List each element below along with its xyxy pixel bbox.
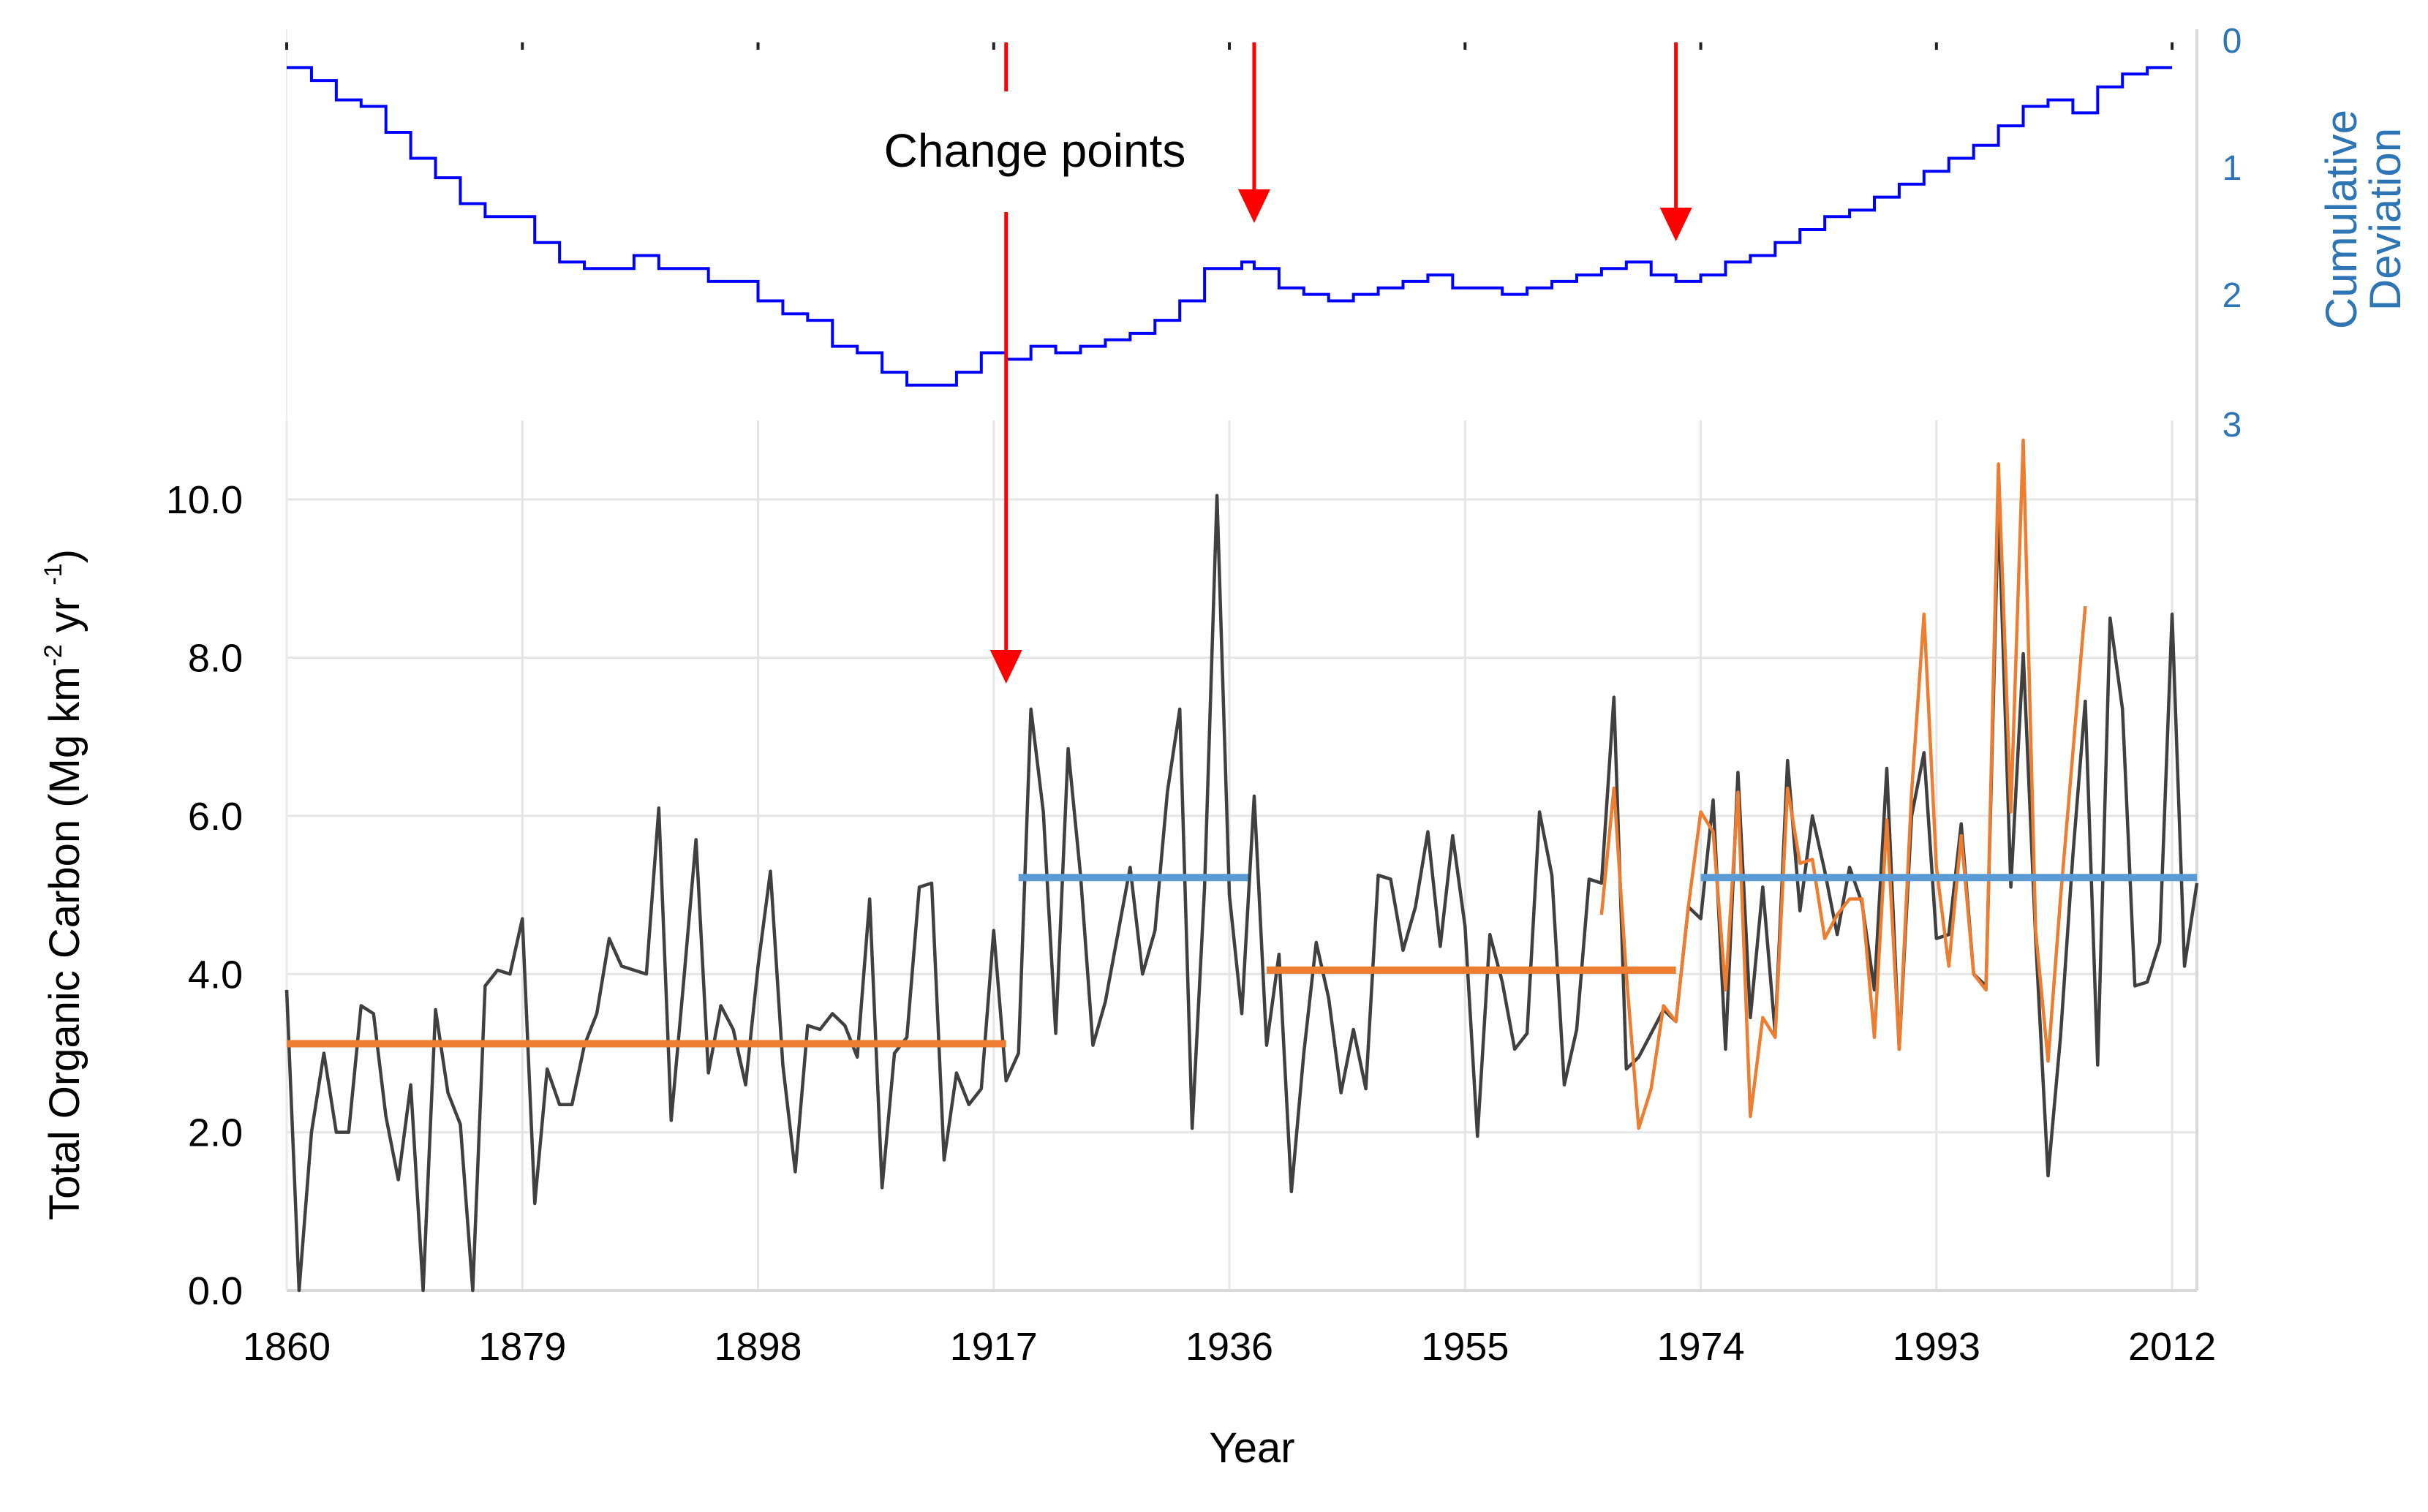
x-tick-label-1974: 1974	[1656, 1325, 1744, 1369]
change-point-2-arrowhead	[1237, 189, 1270, 223]
y-tick-label-5: 10.0	[166, 478, 243, 522]
y-tick-label-2: 4.0	[188, 953, 243, 997]
cumulative-deviation-curve	[287, 66, 2173, 387]
x-tick-label-1936: 1936	[1185, 1325, 1273, 1369]
x-tick-label-2012: 2012	[2128, 1325, 2216, 1369]
change-point-1-arrowhead	[989, 650, 1022, 684]
cumulative-axis-ticks: 0 1 2 3	[2222, 22, 2242, 445]
y-axis-title: Total Organic Carbon (Mg km-2 yr -1)	[39, 549, 88, 1220]
cumulative-tick-label-0: 0	[2222, 22, 2242, 61]
change-point-arrows	[989, 42, 1692, 684]
y-tick-label-3: 6.0	[188, 795, 243, 839]
second-toc-series	[1599, 438, 2087, 1130]
x-axis-title: Year	[1209, 1424, 1294, 1472]
second-toc-line	[1599, 438, 2087, 1130]
change-point-3-arrowhead	[1659, 208, 1692, 241]
x-tick-label-1917: 1917	[950, 1325, 1038, 1369]
y-title-suffix: )	[41, 549, 88, 563]
segment-mean-lines	[287, 874, 2197, 1048]
x-tick-label-1955: 1955	[1421, 1325, 1509, 1369]
toc-annual-line	[284, 494, 2199, 1293]
cumulative-tick-label-3: 3	[2222, 406, 2242, 445]
y-title-exp2: -1	[39, 563, 67, 585]
cumulative-axis-title-line2: Deviation	[2361, 128, 2410, 311]
x-tick-label-1860: 1860	[243, 1325, 331, 1369]
y-title-exp1: -2	[39, 644, 67, 666]
y-tick-label-1: 2.0	[188, 1111, 243, 1155]
x-axis-tick-labels: 1860 1879 1898 1917 1936 1955 1974 1993 2012	[243, 1325, 2216, 1369]
x-tick-label-1879: 1879	[478, 1325, 566, 1369]
y-tick-label-0: 0.0	[188, 1269, 243, 1313]
y-tick-label-4: 8.0	[188, 637, 243, 681]
change-points-annotation: Change points	[884, 124, 1186, 177]
cumulative-tick-label-1: 1	[2222, 149, 2242, 188]
x-tick-label-1993: 1993	[1893, 1325, 1980, 1369]
cumulative-axis-title-line1: Cumulative	[2317, 110, 2366, 329]
cumulative-deviation-line	[287, 66, 2173, 387]
y-title-prefix: Total Organic Carbon (Mg km	[41, 666, 88, 1220]
y-axis-tick-labels: 0.0 2.0 4.0 6.0 8.0 10.0	[166, 478, 243, 1313]
toc-annual-series	[284, 494, 2199, 1293]
plot-frame	[285, 29, 2198, 1292]
cumulative-tick-label-2: 2	[2222, 276, 2242, 315]
y-title-mid: yr	[41, 586, 88, 645]
x-tick-label-1898: 1898	[714, 1325, 802, 1369]
